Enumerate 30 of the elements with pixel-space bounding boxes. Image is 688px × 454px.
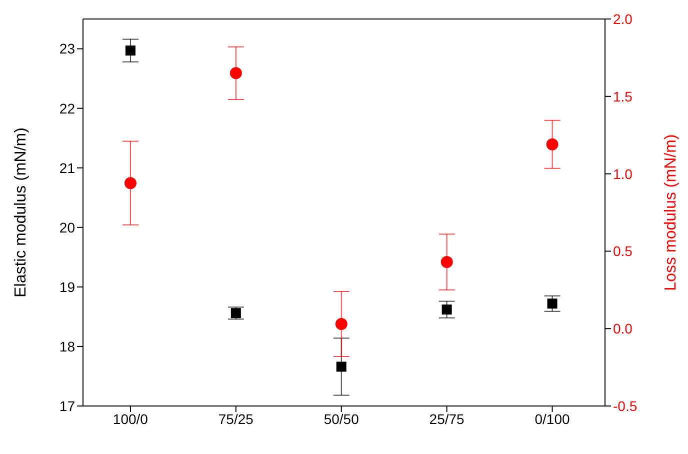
- y-axis-title: Elastic modulus (mN/m): [12, 128, 30, 298]
- y-tick-label: 20: [59, 219, 76, 236]
- x-tick-label: 100/0: [112, 410, 148, 427]
- x-tick-label: 25/75: [429, 410, 465, 427]
- y2-tick-label: 2.0: [613, 10, 633, 27]
- y-tick-label: 18: [59, 338, 76, 354]
- point: [547, 298, 558, 309]
- point: [335, 318, 348, 330]
- y-tick-label: 19: [59, 278, 76, 295]
- point: [125, 46, 136, 56]
- y2-axis-title: Loss modulus (mN/m): [662, 134, 680, 291]
- x-tick-label: 75/25: [218, 410, 254, 427]
- x-tick-label: 50/50: [324, 410, 360, 427]
- point: [546, 138, 558, 150]
- point: [230, 67, 242, 80]
- point: [230, 308, 241, 318]
- y-tick-label: 21: [59, 160, 76, 176]
- point: [124, 177, 136, 190]
- y-tick-label: 22: [59, 100, 76, 116]
- point: [442, 304, 452, 315]
- x-tick-label: 0/100: [534, 410, 570, 427]
- point: [440, 256, 453, 268]
- y-tick-label: 17: [59, 398, 76, 414]
- y2-tick-label: -0.5: [613, 398, 638, 414]
- point: [336, 362, 346, 372]
- y2-tick-label: 1.5: [613, 88, 633, 104]
- y2-tick-label: 1.0: [613, 166, 633, 182]
- y2-tick-label: 0.0: [613, 320, 633, 337]
- y-tick-label: 23: [59, 40, 76, 57]
- y2-tick-label: 0.5: [613, 243, 633, 260]
